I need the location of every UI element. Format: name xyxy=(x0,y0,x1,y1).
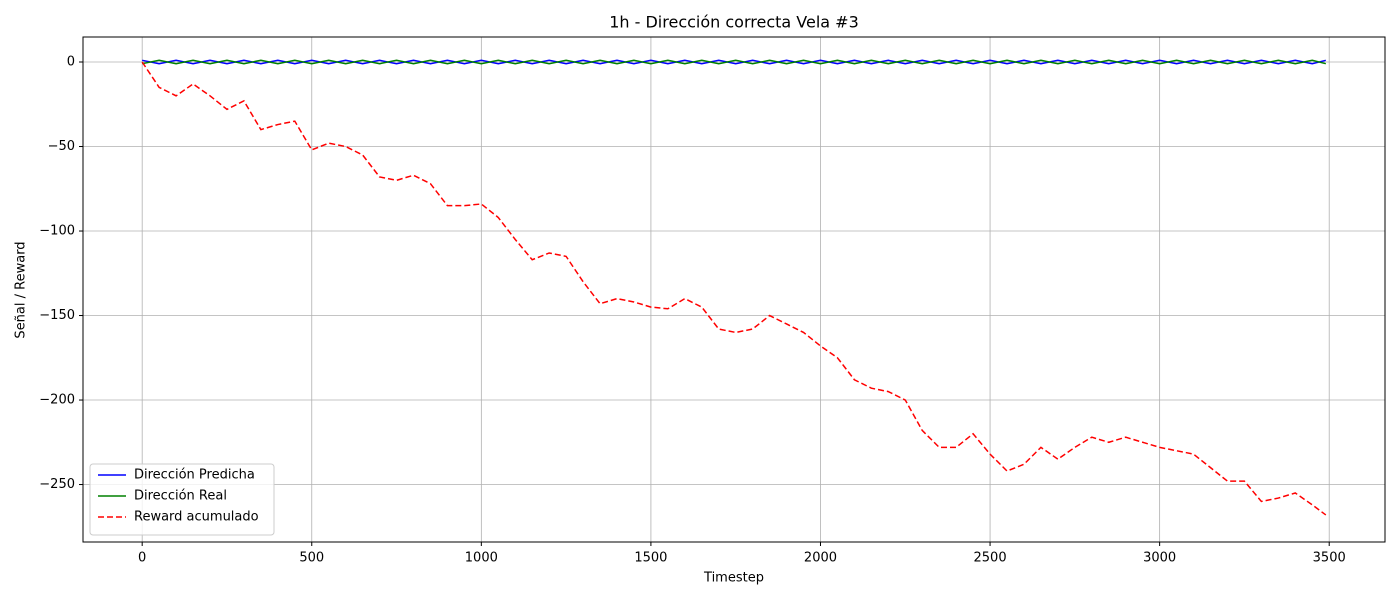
y-tick-label: −200 xyxy=(39,393,75,408)
y-tick-label: 0 xyxy=(67,55,75,70)
y-tick-label: −250 xyxy=(39,477,75,492)
legend-label: Reward acumulado xyxy=(134,510,259,525)
x-axis-label: Timestep xyxy=(703,571,764,586)
chart-title: 1h - Dirección correcta Vela #3 xyxy=(609,13,859,32)
x-tick-label: 500 xyxy=(299,551,324,566)
series-line xyxy=(141,61,1327,516)
legend-box xyxy=(89,463,275,536)
y-axis-label: Señal / Reward xyxy=(14,241,29,338)
x-tick-label: 1500 xyxy=(634,551,667,566)
plot-frame xyxy=(82,36,1386,543)
x-tick-label: 3000 xyxy=(1143,551,1176,566)
y-tick-label: −50 xyxy=(48,139,75,154)
legend-label: Dirección Predicha xyxy=(134,468,255,483)
series-line xyxy=(142,59,1327,65)
x-tick-label: 1000 xyxy=(465,551,498,566)
x-tick-label: 2500 xyxy=(974,551,1007,566)
x-tick-label: 2000 xyxy=(804,551,837,566)
y-tick-label: −100 xyxy=(39,224,75,239)
x-tick-label: 3500 xyxy=(1313,551,1346,566)
y-tick-label: −150 xyxy=(39,308,75,323)
series-line xyxy=(142,59,1327,65)
x-tick-label: 0 xyxy=(138,551,146,566)
legend-label: Dirección Real xyxy=(134,489,227,504)
